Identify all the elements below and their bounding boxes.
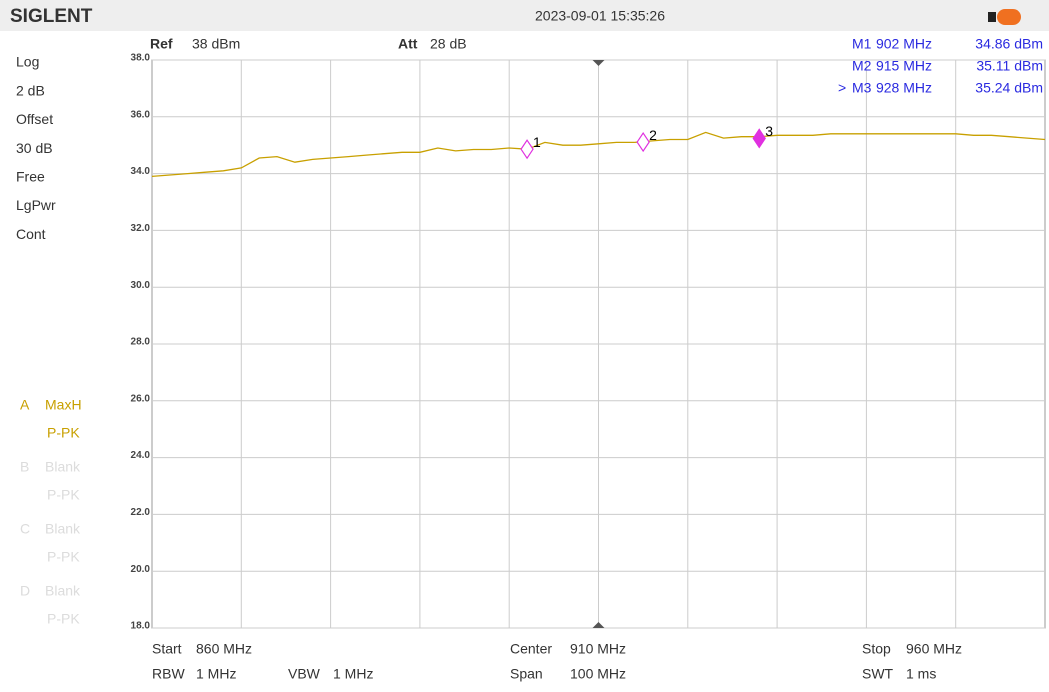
trace-id: A — [20, 397, 30, 413]
ref-value: 38 dBm — [192, 36, 240, 52]
marker-value: 34.86 dBm — [975, 36, 1043, 52]
y-tick-label: 36.0 — [131, 109, 151, 120]
y-tick-label: 26.0 — [131, 393, 151, 404]
setting: Offset — [16, 111, 53, 127]
trace-detector: P-PK — [47, 549, 80, 565]
setting: LgPwr — [16, 197, 56, 213]
setting: 30 dB — [16, 140, 53, 156]
att-label: Att — [398, 36, 418, 52]
att-value: 28 dB — [430, 36, 467, 52]
marker-name: M1 — [852, 36, 872, 52]
ref-label: Ref — [150, 36, 173, 52]
trace-mode: Blank — [45, 521, 81, 537]
y-tick-label: 22.0 — [131, 507, 151, 518]
y-tick-label: 28.0 — [131, 337, 151, 348]
y-tick-label: 20.0 — [131, 564, 151, 575]
setting: Log — [16, 54, 39, 70]
trace-mode: Blank — [45, 459, 81, 475]
trace-id: B — [20, 459, 29, 475]
marker-number: 3 — [765, 123, 773, 139]
trace-id: C — [20, 521, 30, 537]
swt: 1 ms — [906, 666, 936, 682]
marker-freq: 902 MHz — [876, 36, 932, 52]
rbw: 1 MHz — [196, 666, 236, 682]
marker-freq: 915 MHz — [876, 58, 932, 74]
marker-number: 2 — [649, 127, 657, 143]
marker-name: M2 — [852, 58, 872, 74]
marker-freq: 928 MHz — [876, 80, 932, 96]
marker — [752, 128, 766, 149]
setting: 2 dB — [16, 82, 45, 98]
y-tick-label: 18.0 — [131, 621, 151, 632]
plot: 1 2 3 — [151, 59, 1046, 629]
vbw-label: VBW — [288, 666, 321, 682]
y-tick-label: 34.0 — [131, 166, 151, 177]
center-marker-top — [592, 60, 605, 66]
marker-value: 35.24 dBm — [975, 80, 1043, 96]
marker-number: 1 — [533, 134, 541, 150]
y-tick-label: 24.0 — [131, 450, 151, 461]
start-label: Start — [152, 641, 182, 657]
trace-detector: P-PK — [47, 611, 80, 627]
usb-icon — [988, 9, 1021, 25]
start: 860 MHz — [196, 641, 252, 657]
trace-id: D — [20, 583, 30, 599]
trace-mode: Blank — [45, 583, 81, 599]
setting: Cont — [16, 226, 46, 242]
header-bar — [0, 0, 1049, 31]
center: 910 MHz — [570, 641, 626, 657]
y-tick-label: 30.0 — [131, 280, 151, 291]
marker-value: 35.11 dBm — [976, 58, 1043, 74]
center-label: Center — [510, 641, 552, 657]
datetime: 2023-09-01 15:35:26 — [535, 8, 665, 24]
marker-name: M3 — [852, 80, 872, 96]
y-tick-label: 38.0 — [131, 53, 151, 64]
swt-label: SWT — [862, 666, 894, 682]
span-label: Span — [510, 666, 543, 682]
stop-label: Stop — [862, 641, 891, 657]
brand: SIGLENT — [10, 6, 93, 27]
trace-detector: P-PK — [47, 425, 80, 441]
y-tick-label: 32.0 — [131, 223, 151, 234]
setting: Free — [16, 169, 45, 185]
marker — [636, 131, 650, 153]
marker — [520, 139, 534, 160]
vbw: 1 MHz — [333, 666, 373, 682]
span: 100 MHz — [570, 666, 626, 682]
trace-detector: P-PK — [47, 487, 80, 503]
rbw-label: RBW — [152, 666, 185, 682]
stop: 960 MHz — [906, 641, 962, 657]
active-indicator: > — [838, 80, 846, 96]
trace-line — [151, 131, 1046, 178]
trace-mode: MaxH — [45, 397, 82, 413]
center-marker-bottom — [592, 622, 605, 628]
